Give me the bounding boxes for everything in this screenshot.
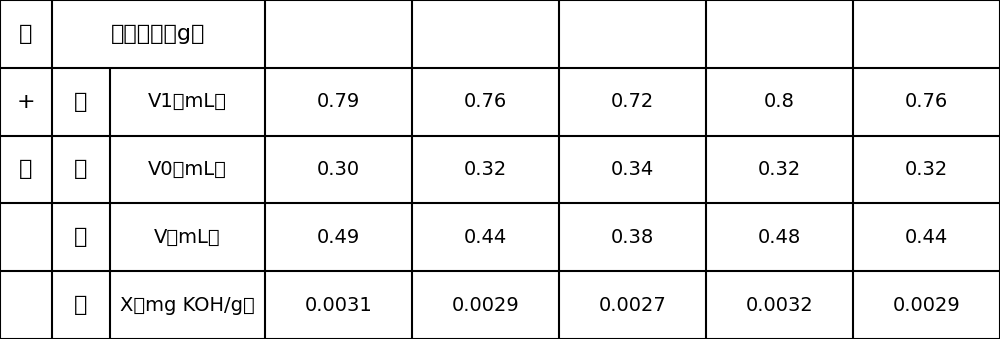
Text: 0.44: 0.44 xyxy=(464,228,507,247)
Text: 0.8: 0.8 xyxy=(764,92,795,111)
Text: 0.0031: 0.0031 xyxy=(305,296,372,315)
Text: 0.44: 0.44 xyxy=(905,228,948,247)
Text: 测: 测 xyxy=(74,160,88,179)
Text: X（mg KOH/g）: X（mg KOH/g） xyxy=(120,296,255,315)
Text: 检: 检 xyxy=(74,92,88,112)
Text: 0.49: 0.49 xyxy=(317,228,360,247)
Text: 0.48: 0.48 xyxy=(758,228,801,247)
Text: 果: 果 xyxy=(74,295,88,315)
Text: 0.79: 0.79 xyxy=(317,92,360,111)
Text: 0.72: 0.72 xyxy=(611,92,654,111)
Text: 0.38: 0.38 xyxy=(611,228,654,247)
Text: 0.0029: 0.0029 xyxy=(452,296,519,315)
Text: 0.32: 0.32 xyxy=(464,160,507,179)
Text: 样品用量（g）: 样品用量（g） xyxy=(111,24,206,44)
Text: V（mL）: V（mL） xyxy=(154,228,221,247)
Text: 0.0029: 0.0029 xyxy=(893,296,960,315)
Text: 醒: 醒 xyxy=(19,24,33,44)
Text: 0.0032: 0.0032 xyxy=(746,296,813,315)
Text: 0.32: 0.32 xyxy=(905,160,948,179)
Text: 0.0027: 0.0027 xyxy=(599,296,666,315)
Text: +: + xyxy=(17,92,35,112)
Text: V1（mL）: V1（mL） xyxy=(148,92,227,111)
Text: 0.30: 0.30 xyxy=(317,160,360,179)
Text: 水: 水 xyxy=(19,160,33,179)
Text: 0.32: 0.32 xyxy=(758,160,801,179)
Text: V0（mL）: V0（mL） xyxy=(148,160,227,179)
Text: 0.34: 0.34 xyxy=(611,160,654,179)
Text: 0.76: 0.76 xyxy=(905,92,948,111)
Text: 结: 结 xyxy=(74,227,88,247)
Text: 0.76: 0.76 xyxy=(464,92,507,111)
